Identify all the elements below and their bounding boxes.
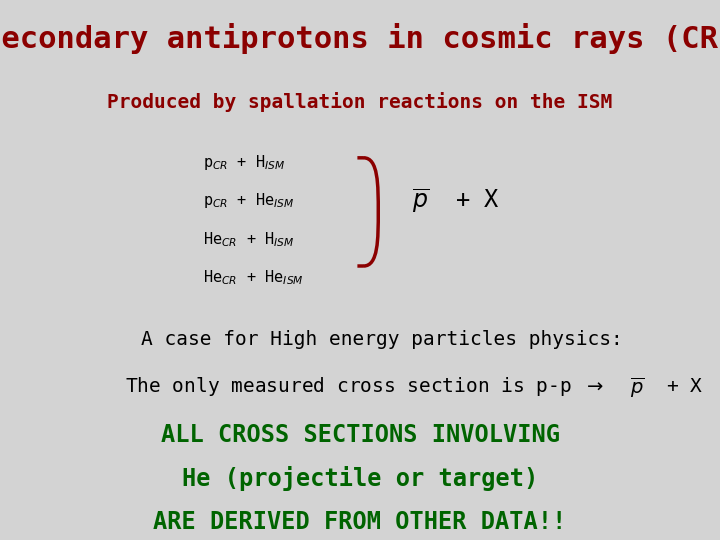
Text: $\overline{p}$  + X: $\overline{p}$ + X — [412, 187, 500, 215]
Text: He$_{CR}$ + He$_{ISM}$: He$_{CR}$ + He$_{ISM}$ — [204, 268, 304, 287]
Text: p$_{CR}$ + He$_{ISM}$: p$_{CR}$ + He$_{ISM}$ — [204, 191, 295, 210]
Text: The only measured cross section is p-p $\rightarrow$  $\overline{p}$  + X: The only measured cross section is p-p $… — [125, 375, 703, 400]
Text: p$_{CR}$ + H$_{ISM}$: p$_{CR}$ + H$_{ISM}$ — [204, 152, 286, 172]
Text: ALL CROSS SECTIONS INVOLVING: ALL CROSS SECTIONS INVOLVING — [161, 423, 559, 447]
Text: He (projectile or target): He (projectile or target) — [182, 467, 538, 491]
Text: He$_{CR}$ + H$_{ISM}$: He$_{CR}$ + H$_{ISM}$ — [204, 230, 295, 248]
Text: ARE DERIVED FROM OTHER DATA!!: ARE DERIVED FROM OTHER DATA!! — [153, 510, 567, 534]
Text: Produced by spallation reactions on the ISM: Produced by spallation reactions on the … — [107, 92, 613, 112]
Text: A case for High energy particles physics:: A case for High energy particles physics… — [141, 330, 623, 349]
Text: Secondary antiprotons in cosmic rays (CR): Secondary antiprotons in cosmic rays (CR… — [0, 23, 720, 53]
